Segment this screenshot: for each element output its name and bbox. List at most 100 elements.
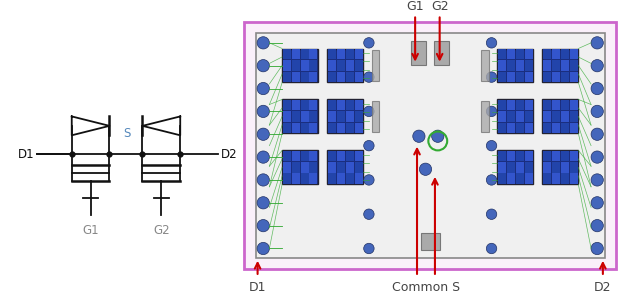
Text: D2: D2: [221, 148, 237, 161]
Bar: [552, 162, 560, 173]
Bar: [507, 123, 515, 133]
Circle shape: [257, 82, 269, 95]
Bar: [570, 111, 578, 122]
Bar: [525, 173, 532, 184]
Circle shape: [364, 38, 374, 48]
Text: G2: G2: [431, 0, 449, 13]
Bar: [310, 111, 317, 122]
Bar: [283, 123, 291, 133]
Circle shape: [486, 141, 497, 151]
Bar: [561, 60, 569, 71]
Circle shape: [257, 242, 269, 255]
Bar: [561, 72, 569, 82]
Circle shape: [591, 151, 604, 163]
Bar: [337, 111, 345, 122]
Bar: [346, 111, 354, 122]
Bar: [516, 100, 524, 110]
Bar: [552, 72, 560, 82]
Text: D1: D1: [249, 281, 266, 294]
Bar: [292, 100, 300, 110]
Circle shape: [257, 197, 269, 209]
Circle shape: [364, 243, 374, 254]
Bar: [543, 150, 579, 184]
Bar: [498, 151, 506, 161]
Circle shape: [413, 130, 425, 142]
Bar: [337, 173, 345, 184]
Bar: [498, 49, 506, 59]
Bar: [516, 49, 524, 59]
Bar: [498, 123, 506, 133]
Bar: [346, 123, 354, 133]
Bar: [507, 162, 515, 173]
Bar: [346, 162, 354, 173]
Bar: [552, 100, 560, 110]
Circle shape: [486, 38, 497, 48]
Bar: [283, 111, 291, 122]
Bar: [570, 151, 578, 161]
Bar: [561, 49, 569, 59]
Bar: [244, 22, 616, 269]
Circle shape: [486, 209, 497, 219]
Bar: [434, 41, 449, 65]
Bar: [543, 100, 551, 110]
Circle shape: [591, 128, 604, 140]
Bar: [292, 173, 300, 184]
Bar: [301, 173, 308, 184]
Bar: [310, 123, 317, 133]
Bar: [481, 101, 489, 131]
Bar: [507, 111, 515, 122]
Bar: [301, 72, 308, 82]
Bar: [292, 72, 300, 82]
Bar: [525, 162, 532, 173]
Text: S: S: [123, 127, 130, 140]
Circle shape: [257, 220, 269, 232]
Bar: [498, 173, 506, 184]
Bar: [301, 123, 308, 133]
Bar: [256, 33, 605, 258]
Bar: [570, 173, 578, 184]
Text: G1: G1: [406, 0, 424, 13]
Circle shape: [257, 174, 269, 186]
Bar: [516, 151, 524, 161]
Bar: [301, 49, 308, 59]
Bar: [516, 173, 524, 184]
Bar: [507, 151, 515, 161]
Bar: [543, 99, 579, 133]
Circle shape: [364, 106, 374, 117]
Bar: [561, 162, 569, 173]
Bar: [337, 72, 345, 82]
Bar: [507, 72, 515, 82]
Bar: [283, 60, 291, 71]
Bar: [507, 60, 515, 71]
Bar: [337, 49, 345, 59]
Bar: [328, 173, 336, 184]
Bar: [310, 72, 317, 82]
Circle shape: [364, 209, 374, 219]
Bar: [328, 162, 336, 173]
Circle shape: [257, 105, 269, 118]
Bar: [543, 60, 551, 71]
Circle shape: [257, 37, 269, 49]
Bar: [328, 151, 336, 161]
Bar: [355, 123, 363, 133]
Bar: [543, 49, 551, 59]
Bar: [543, 173, 551, 184]
Bar: [507, 173, 515, 184]
Bar: [516, 162, 524, 173]
Circle shape: [364, 72, 374, 82]
Bar: [283, 49, 291, 59]
Bar: [497, 49, 533, 83]
Bar: [372, 101, 380, 131]
Bar: [552, 49, 560, 59]
Bar: [498, 111, 506, 122]
Circle shape: [486, 72, 497, 82]
Bar: [516, 123, 524, 133]
Circle shape: [486, 106, 497, 117]
Bar: [346, 173, 354, 184]
Text: D1: D1: [17, 148, 34, 161]
Bar: [301, 60, 308, 71]
Bar: [570, 100, 578, 110]
Bar: [561, 100, 569, 110]
Bar: [328, 100, 336, 110]
Bar: [543, 151, 551, 161]
